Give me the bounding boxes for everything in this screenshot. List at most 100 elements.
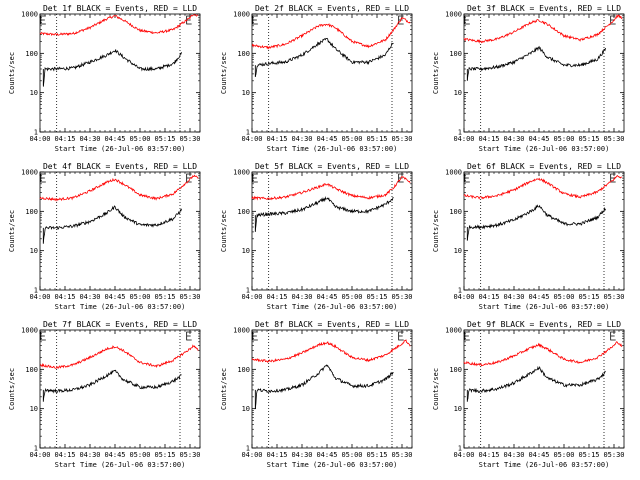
y-tick-label: 1 (246, 445, 250, 453)
x-tick-label: 04:30 (79, 135, 100, 143)
events-series-line (254, 364, 394, 409)
plot-frame (39, 329, 201, 449)
lld-series-line (463, 14, 623, 44)
y-axis-label: Counts/sec (8, 368, 16, 410)
y-tick-label: 10 (30, 247, 38, 255)
x-tick-label: 04:15 (266, 135, 287, 143)
plot-frame (251, 13, 413, 133)
attenuator-state-mark (464, 15, 470, 25)
y-tick-label: 10 (242, 247, 250, 255)
attenuator-state-mark (252, 331, 258, 341)
chart-title: Det 6f BLACK = Events, RED = LLD (467, 162, 621, 171)
chart-panel-2: Det 2f BLACK = Events, RED = LLD Counts/s… (220, 4, 413, 153)
y-tick-label: 100 (237, 50, 250, 58)
x-tick-label: 05:30 (179, 293, 200, 301)
y-tick-label: 1 (458, 287, 462, 295)
x-tick-label: 05:00 (129, 293, 150, 301)
x-tick-label: 04:45 (316, 135, 337, 143)
y-tick-label: 1 (34, 129, 38, 137)
x-tick-label: 04:45 (104, 135, 125, 143)
x-tick-label: 04:30 (503, 293, 524, 301)
chart-title: Det 9f BLACK = Events, RED = LLD (467, 320, 621, 329)
x-tick-label: 05:30 (603, 293, 624, 301)
x-tick-label: 04:00 (453, 451, 474, 459)
x-axis-label: Start Time (26-Jul-06 03:57:00) (267, 303, 398, 311)
plot-frame (463, 13, 625, 133)
y-axis-label: Counts/sec (432, 52, 440, 94)
x-tick-label: 04:00 (241, 293, 262, 301)
x-tick-label: 04:30 (291, 135, 312, 143)
x-tick-label: 05:15 (154, 135, 175, 143)
attenuator-state-mark (40, 173, 46, 183)
attenuator-state-mark (40, 15, 46, 25)
x-tick-label: 04:45 (528, 135, 549, 143)
x-tick-label: 04:15 (54, 451, 75, 459)
y-tick-label: 1 (458, 129, 462, 137)
x-tick-label: 04:00 (29, 293, 50, 301)
lld-series-line (463, 341, 623, 367)
y-tick-label: 100 (25, 366, 38, 374)
x-tick-label: 04:15 (478, 451, 499, 459)
x-tick-label: 04:45 (528, 451, 549, 459)
chart-panel-9: Det 9f BLACK = Events, RED = LLD Counts/s… (432, 320, 625, 469)
attenuator-state-mark (252, 173, 258, 183)
x-tick-label: 04:30 (79, 293, 100, 301)
x-tick-label: 04:00 (29, 135, 50, 143)
x-tick-label: 05:30 (391, 293, 412, 301)
attenuator-state-mark (40, 331, 46, 341)
chart-panel-5: Det 5f BLACK = Events, RED = LLD Counts/s… (220, 162, 413, 311)
y-tick-label: 1000 (233, 169, 250, 177)
y-tick-label: 1 (34, 445, 38, 453)
y-tick-label: 1000 (445, 327, 462, 335)
x-tick-label: 04:30 (503, 135, 524, 143)
y-tick-label: 100 (237, 366, 250, 374)
y-tick-label: 100 (449, 208, 462, 216)
y-tick-label: 1 (246, 129, 250, 137)
x-tick-label: 04:15 (266, 451, 287, 459)
events-series-line (42, 369, 182, 401)
lld-series-line (251, 17, 411, 50)
x-tick-label: 05:30 (391, 451, 412, 459)
x-tick-label: 05:15 (154, 451, 175, 459)
events-series-line (466, 45, 606, 81)
y-tick-label: 1 (246, 287, 250, 295)
y-axis-label: Counts/sec (220, 52, 228, 94)
x-tick-label: 04:15 (478, 135, 499, 143)
chart-panel-3: Det 3f BLACK = Events, RED = LLD Counts/s… (432, 4, 625, 153)
chart-title: Det 4f BLACK = Events, RED = LLD (43, 162, 197, 171)
attenuator-state-mark (610, 331, 616, 341)
chart-panel-1: Det 1f BLACK = Events, RED = LLD Counts/s… (8, 4, 201, 153)
x-tick-label: 05:30 (179, 451, 200, 459)
chart-title: Det 5f BLACK = Events, RED = LLD (255, 162, 409, 171)
y-tick-label: 100 (25, 50, 38, 58)
y-tick-label: 1 (34, 287, 38, 295)
x-axis-label: Start Time (26-Jul-06 03:57:00) (267, 145, 398, 153)
y-tick-label: 10 (242, 89, 250, 97)
chart-title: Det 8f BLACK = Events, RED = LLD (255, 320, 409, 329)
plot-frame (39, 13, 201, 133)
x-tick-label: 04:45 (316, 451, 337, 459)
x-tick-label: 05:00 (553, 451, 574, 459)
x-tick-label: 04:00 (453, 293, 474, 301)
plot-frame (251, 329, 413, 449)
x-tick-label: 05:15 (366, 135, 387, 143)
x-tick-label: 05:00 (341, 451, 362, 459)
x-axis-label: Start Time (26-Jul-06 03:57:00) (479, 303, 610, 311)
y-tick-label: 1000 (445, 169, 462, 177)
x-tick-label: 05:30 (603, 451, 624, 459)
y-tick-label: 10 (242, 405, 250, 413)
lld-series-line (251, 176, 411, 201)
chart-title: Det 1f BLACK = Events, RED = LLD (43, 4, 197, 13)
x-tick-label: 04:15 (478, 293, 499, 301)
x-tick-label: 05:15 (578, 135, 599, 143)
x-tick-label: 04:45 (104, 293, 125, 301)
x-tick-label: 04:00 (453, 135, 474, 143)
lld-series-line (463, 175, 623, 200)
y-tick-label: 10 (30, 405, 38, 413)
x-axis-label: Start Time (26-Jul-06 03:57:00) (267, 461, 398, 469)
chart-panel-7: Det 7f BLACK = Events, RED = LLD Counts/s… (8, 320, 201, 469)
x-tick-label: 05:15 (578, 451, 599, 459)
y-tick-label: 1000 (21, 11, 38, 19)
x-tick-label: 04:45 (104, 451, 125, 459)
attenuator-state-mark (252, 15, 258, 25)
